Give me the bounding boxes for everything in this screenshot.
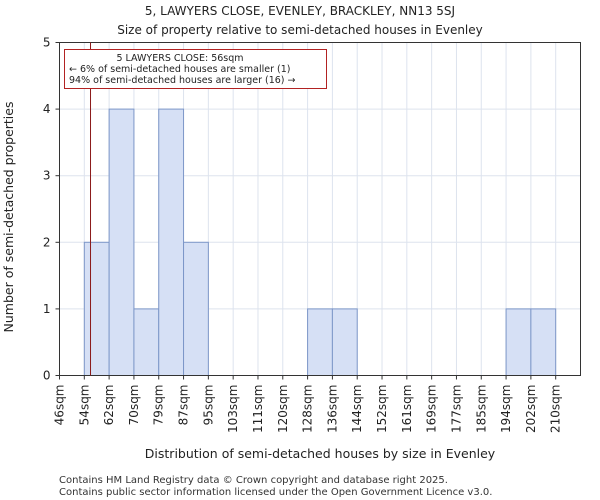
y-tick-label: 0 <box>43 369 51 383</box>
bar-87sqm <box>183 241 209 376</box>
bar-54sqm <box>83 241 110 376</box>
x-tick-label: 161sqm <box>400 385 414 433</box>
x-axis-label: Distribution of semi-detached houses by … <box>145 446 496 461</box>
x-tick-label: 185sqm <box>474 385 488 433</box>
chart-title: 5, LAWYERS CLOSE, EVENLEY, BRACKLEY, NN1… <box>145 4 455 18</box>
x-tick-label: 103sqm <box>226 385 240 433</box>
annotation-larger: 94% of semi-detached houses are larger (… <box>69 75 296 86</box>
x-tick-label: 46sqm <box>53 385 67 426</box>
x-axis-ticks: 46sqm 54sqm 62sqm 70sqm 79sqm 87sqm 95sqm 103sq… <box>53 375 563 433</box>
bar-70sqm <box>133 308 160 376</box>
x-tick-label: 54sqm <box>77 385 91 426</box>
annotation-title: 5 LAWYERS CLOSE: 56sqm <box>116 53 243 64</box>
x-tick-label: 144sqm <box>350 385 364 433</box>
x-tick-label: 62sqm <box>102 385 116 426</box>
plot-frame <box>59 42 581 376</box>
x-tick-label: 169sqm <box>425 385 439 433</box>
bar-202sqm <box>530 308 557 376</box>
x-tick-label: 95sqm <box>201 385 215 426</box>
annotation-box: 5 LAWYERS CLOSE: 56sqm ← 6% of semi-deta… <box>64 49 327 89</box>
x-tick-label: 152sqm <box>375 385 389 433</box>
bars <box>83 108 557 376</box>
x-tick-label: 136sqm <box>325 385 339 433</box>
x-tick-label: 87sqm <box>177 385 191 426</box>
y-tick-label: 5 <box>43 36 51 50</box>
footer-licence: Contains public sector information licen… <box>59 487 492 498</box>
x-tick-label: 70sqm <box>127 385 141 426</box>
bar-194sqm <box>505 308 532 376</box>
y-tick-label: 2 <box>43 235 51 249</box>
annotation-smaller: ← 6% of semi-detached houses are smaller… <box>69 64 290 75</box>
x-tick-label: 210sqm <box>549 385 563 433</box>
y-tick-label: 4 <box>43 102 51 116</box>
x-tick-label: 111sqm <box>251 385 265 433</box>
x-tick-label: 202sqm <box>524 385 538 433</box>
y-axis-ticks: 0 1 2 3 4 5 <box>43 36 60 383</box>
x-tick-label: 177sqm <box>449 385 463 433</box>
footer-copyright: Contains HM Land Registry data © Crown c… <box>59 475 448 486</box>
y-tick-label: 3 <box>43 169 51 183</box>
annotation-border <box>64 49 327 89</box>
bar-128sqm <box>307 308 333 376</box>
x-tick-label: 120sqm <box>276 385 290 433</box>
chart-subtitle: Size of property relative to semi-detach… <box>117 23 483 37</box>
x-tick-label: 79sqm <box>152 385 166 426</box>
bar-62sqm <box>108 108 135 376</box>
bar-136sqm <box>331 308 358 376</box>
y-axis-label: Number of semi-detached properties <box>1 102 16 333</box>
x-tick-label: 128sqm <box>301 385 315 433</box>
y-tick-label: 1 <box>43 302 51 316</box>
x-tick-label: 194sqm <box>499 385 513 433</box>
bar-79sqm <box>158 108 185 376</box>
